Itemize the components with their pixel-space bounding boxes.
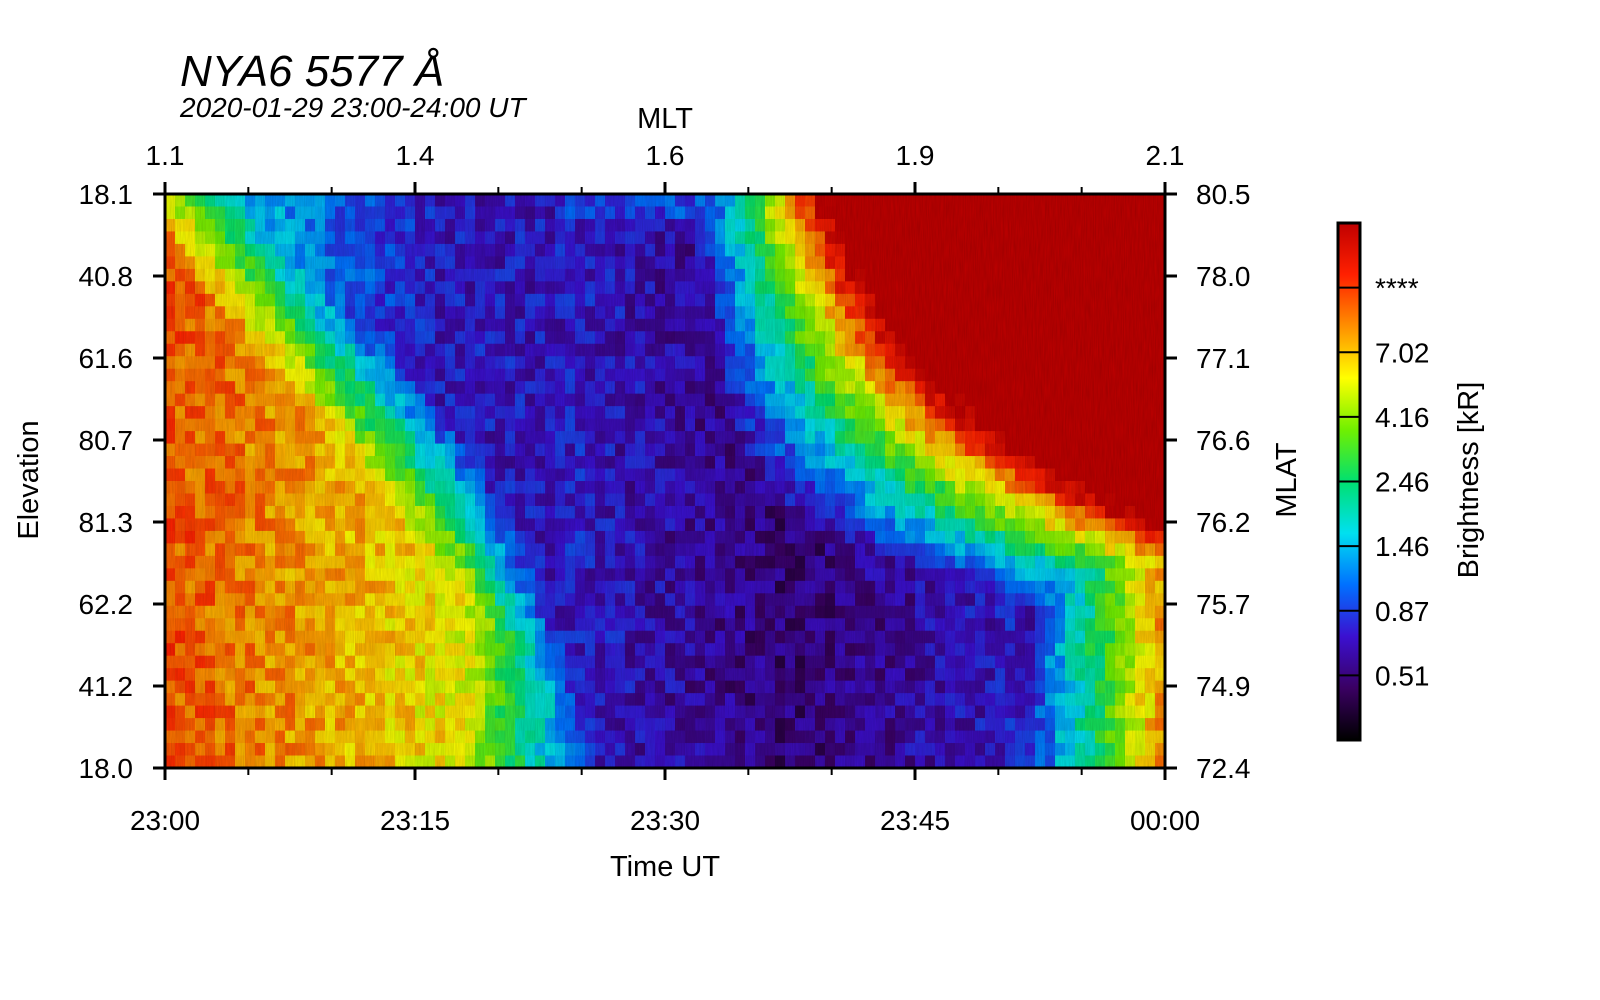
y-tick-label: 62.2 — [79, 589, 134, 620]
colorbar-tick-label: 0.51 — [1375, 660, 1430, 691]
colorbar: 0.51 0.87 1.46 2.46 4.16 7.02 **** — [1336, 221, 1430, 742]
right-tick-label: 77.1 — [1196, 343, 1251, 374]
x-axis-label: Time UT — [610, 851, 720, 883]
right-tick-label: 76.2 — [1196, 507, 1251, 538]
right-tick-label: 75.7 — [1196, 589, 1251, 620]
x-tick-label: 23:00 — [130, 805, 200, 836]
noise-overlay — [165, 194, 1165, 768]
x-tick-label: 23:30 — [630, 805, 700, 836]
colorbar-tick-label: 4.16 — [1375, 402, 1430, 433]
x-tick-label: 23:45 — [880, 805, 950, 836]
right-tick-label: 76.6 — [1196, 425, 1251, 456]
top-axis-label: MLT — [637, 103, 693, 135]
chart-subtitle: 2020-01-29 23:00-24:00 UT — [179, 92, 527, 123]
colorbar-tick-label: 1.46 — [1375, 531, 1430, 562]
colorbar-tick-label: 7.02 — [1375, 337, 1430, 368]
colorbar-tick-label: **** — [1375, 273, 1419, 304]
y-tick-label: 40.8 — [79, 261, 134, 292]
top-tick-label: 2.1 — [1146, 140, 1185, 171]
top-tick-label: 1.6 — [646, 140, 685, 171]
top-tick-label: 1.9 — [896, 140, 935, 171]
right-tick-label: 78.0 — [1196, 261, 1251, 292]
y-tick-label: 18.0 — [79, 753, 134, 784]
chart-title: NYA6 5577 Å — [180, 47, 444, 96]
colorbar-tick-label: 0.87 — [1375, 596, 1430, 627]
y-tick-label: 18.1 — [79, 179, 134, 210]
y-tick-label: 61.6 — [79, 343, 134, 374]
right-tick-label: 72.4 — [1196, 753, 1251, 784]
right-tick-label: 80.5 — [1196, 179, 1251, 210]
top-tick-label: 1.1 — [146, 140, 185, 171]
y-tick-label: 41.2 — [79, 671, 134, 702]
y-tick-label: 80.7 — [79, 425, 134, 456]
x-tick-label: 23:15 — [380, 805, 450, 836]
colorbar-tick-label: 2.46 — [1375, 467, 1430, 498]
right-tick-label: 74.9 — [1196, 671, 1251, 702]
y-axis-label: Elevation — [13, 420, 45, 539]
colorbar-label: Brightness [kR] — [1453, 382, 1485, 579]
top-tick-label: 1.4 — [396, 140, 435, 171]
axes: 23:00 1.1 23:15 1.4 23:30 1.6 23:45 1.9 00:00 2.1… — [79, 140, 1251, 836]
y-tick-label: 81.3 — [79, 507, 134, 538]
x-tick-label: 00:00 — [1130, 805, 1200, 836]
right-axis-label: MLAT — [1271, 442, 1303, 517]
